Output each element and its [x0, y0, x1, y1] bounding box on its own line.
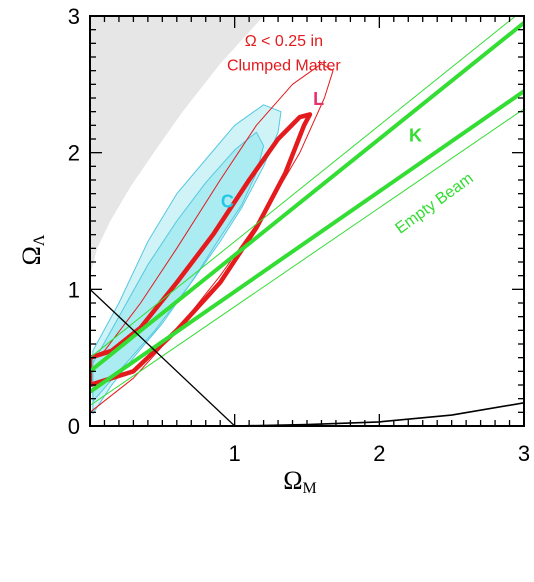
tick-layer: [89, 15, 525, 427]
series-green-thin-7: [90, 108, 524, 406]
x-tick-label: 1: [229, 441, 241, 466]
annotation-4: C: [221, 191, 234, 211]
annotation-0: Ω < 0.25 in: [245, 33, 323, 50]
series-green-bold-5: [90, 89, 524, 394]
annotation-5: Empty Beam: [393, 170, 477, 238]
series-red-inner-4: [90, 112, 313, 388]
x-axis-title: ΩM: [283, 466, 317, 497]
series-layer: [90, 16, 524, 426]
series-gray-region-0: [90, 16, 264, 276]
x-tick-label: 2: [373, 441, 385, 466]
series-green-thin-8: [90, 16, 517, 359]
series-red-outer-3: [90, 63, 334, 413]
series-green-bold-6: [90, 20, 524, 374]
series-flat-line-9: [90, 288, 236, 426]
y-tick-label: 1: [68, 277, 80, 302]
annotation-1: Clumped Matter: [227, 58, 341, 75]
y-tick-label: 3: [68, 4, 80, 29]
annotation-2: L: [313, 89, 324, 109]
y-axis-title: ΩΛ: [17, 234, 48, 265]
y-tick-label: 2: [68, 141, 80, 166]
annotation-3: K: [409, 126, 422, 146]
y-tick-label: 0: [68, 414, 80, 439]
x-tick-label: 3: [518, 441, 530, 466]
